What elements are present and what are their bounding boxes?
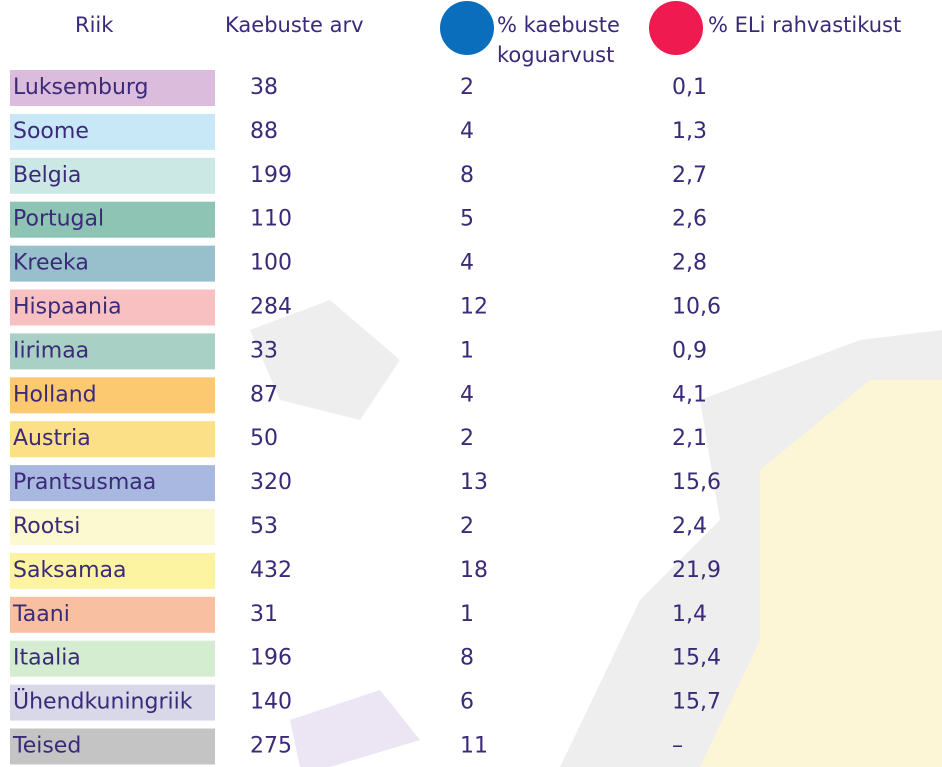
country: Hispaania — [13, 295, 122, 320]
country: Portugal — [13, 207, 104, 232]
share: 2 — [460, 514, 474, 539]
country-box — [10, 113, 215, 150]
share: 4 — [460, 382, 474, 407]
country-box — [10, 157, 215, 194]
share: 1 — [460, 338, 474, 363]
complaints: 31 — [250, 602, 278, 627]
country-box — [10, 465, 215, 502]
share: 12 — [460, 295, 488, 320]
share: 2 — [460, 75, 474, 100]
population-dot — [649, 1, 703, 55]
country-box — [10, 640, 215, 677]
country-box — [10, 201, 215, 238]
table: Luksemburg 38 2 0,1 Soome 88 4 1,3 Belgia 199 8 2,7… — [10, 70, 721, 765]
complaints: 284 — [250, 295, 292, 320]
population: 1,4 — [672, 602, 707, 627]
country-box — [10, 552, 215, 589]
population: 21,9 — [672, 558, 721, 583]
complaints: 33 — [250, 338, 278, 363]
header-share: koguarvust — [497, 43, 614, 67]
share: 4 — [460, 119, 474, 144]
population: 0,1 — [672, 75, 707, 100]
population: 2,4 — [672, 514, 707, 539]
complaints: 140 — [250, 690, 292, 715]
share: 5 — [460, 207, 474, 232]
country: Rootsi — [13, 514, 80, 539]
complaints: 87 — [250, 382, 278, 407]
population: 0,9 — [672, 338, 707, 363]
complaints: 53 — [250, 514, 278, 539]
share-dot — [440, 1, 494, 55]
header-share: % kaebuste — [497, 13, 620, 37]
country-box — [10, 333, 215, 370]
population: 1,3 — [672, 119, 707, 144]
complaints: 100 — [250, 251, 292, 276]
country-box — [10, 289, 215, 326]
country: Luksemburg — [13, 75, 149, 100]
complaints: 196 — [250, 646, 292, 671]
share: 1 — [460, 602, 474, 627]
complaints: 320 — [250, 470, 292, 495]
header-complaints: Kaebuste arv — [225, 13, 364, 37]
share: 2 — [460, 426, 474, 451]
country: Belgia — [13, 163, 81, 188]
country-box — [10, 728, 215, 765]
population: 10,6 — [672, 295, 721, 320]
population: 15,6 — [672, 470, 721, 495]
population: 2,1 — [672, 426, 707, 451]
share: 8 — [460, 646, 474, 671]
share: 6 — [460, 690, 474, 715]
country-box — [10, 245, 215, 282]
country-box — [10, 421, 215, 458]
map-bg — [700, 380, 942, 767]
population: 2,8 — [672, 251, 707, 276]
complaints: 50 — [250, 426, 278, 451]
share: 18 — [460, 558, 488, 583]
country-box — [10, 509, 215, 545]
complaints: 110 — [250, 207, 292, 232]
country-box — [10, 70, 215, 106]
population: 2,6 — [672, 207, 707, 232]
complaints: 38 — [250, 75, 278, 100]
header-population: % ELi rahvastikust — [708, 13, 901, 37]
population: 15,7 — [672, 690, 721, 715]
country-box — [10, 684, 215, 721]
population: 4,1 — [672, 382, 707, 407]
country: Prantsusmaa — [13, 470, 156, 495]
country: Teised — [12, 734, 81, 759]
population: 15,4 — [672, 646, 721, 671]
complaints: 199 — [250, 163, 292, 188]
country: Saksamaa — [13, 558, 127, 583]
share: 8 — [460, 163, 474, 188]
country: Iirimaa — [13, 338, 89, 363]
country: Taani — [12, 602, 70, 627]
country-box — [10, 377, 215, 414]
share: 4 — [460, 251, 474, 276]
population: – — [672, 734, 683, 759]
map-bg — [290, 690, 420, 767]
complaints: 88 — [250, 119, 278, 144]
map-bg — [250, 300, 400, 420]
country: Itaalia — [13, 646, 81, 671]
complaints: 432 — [250, 558, 292, 583]
share: 11 — [460, 734, 488, 759]
header-country: Riik — [75, 13, 114, 37]
share: 13 — [460, 470, 488, 495]
country: Holland — [13, 382, 97, 407]
country: Soome — [13, 119, 89, 144]
country-box — [10, 596, 215, 633]
country: Austria — [13, 426, 91, 451]
country: Ühendkuningriik — [13, 689, 193, 715]
country: Kreeka — [13, 251, 89, 276]
complaints: 275 — [250, 734, 292, 759]
population: 2,7 — [672, 163, 707, 188]
